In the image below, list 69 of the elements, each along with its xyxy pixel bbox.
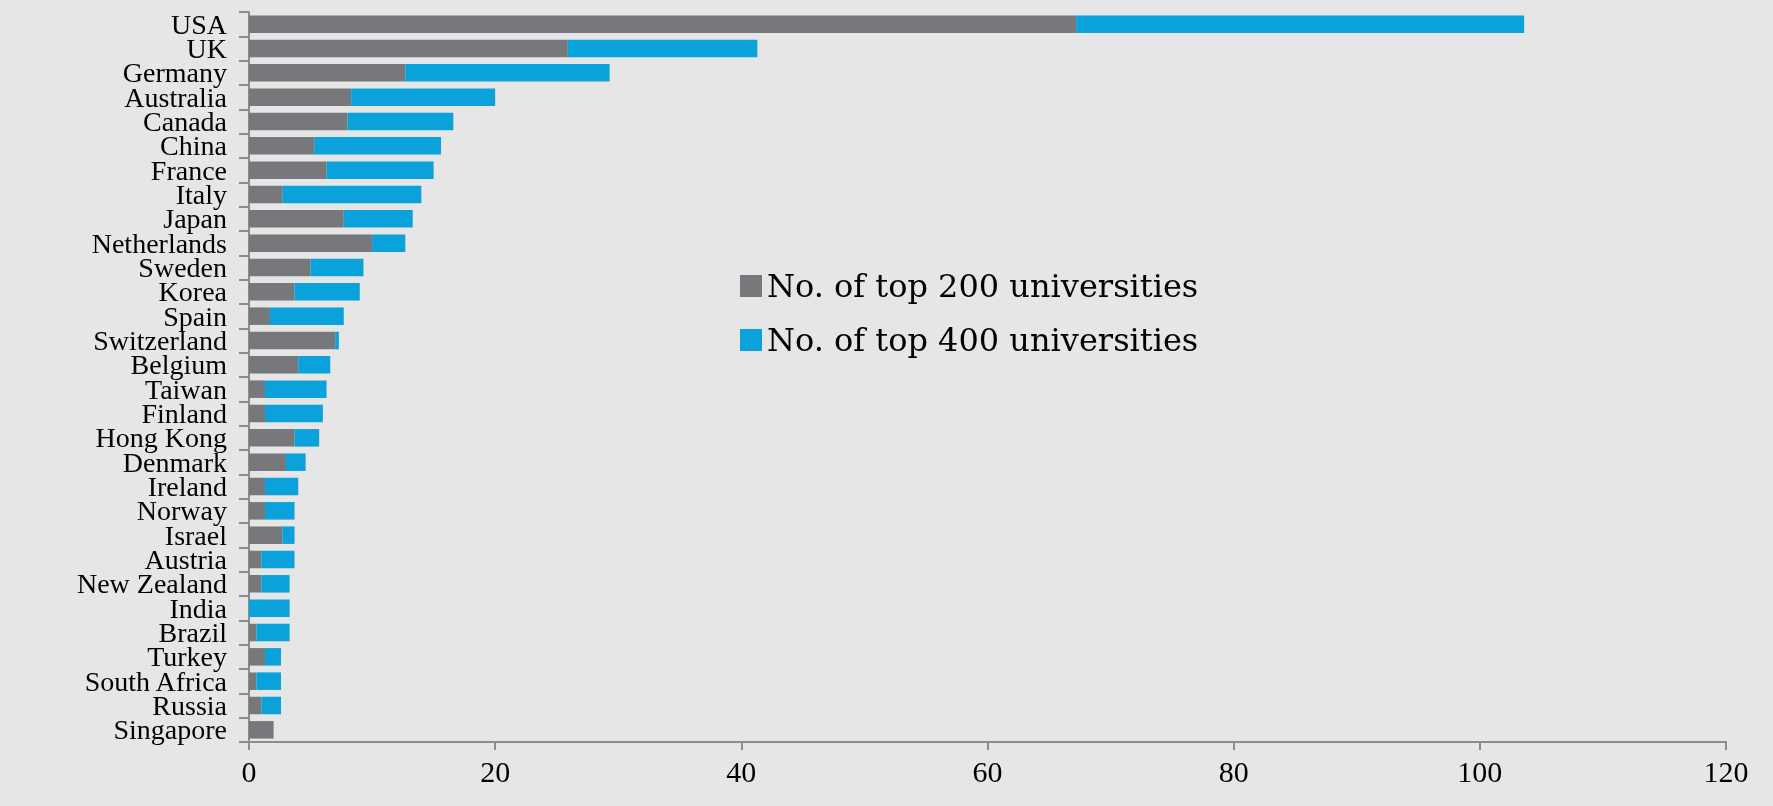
- bar: [335, 331, 339, 350]
- y-tick-label: Finland: [141, 398, 227, 429]
- bar: [249, 599, 290, 617]
- bar: [294, 429, 320, 447]
- bar: [249, 623, 257, 642]
- bar: [298, 356, 331, 374]
- bar: [282, 185, 422, 204]
- bar: [249, 672, 257, 690]
- y-tick-label: Ireland: [147, 471, 227, 502]
- bar: [314, 137, 442, 155]
- bar: [249, 258, 311, 277]
- bar: [249, 380, 265, 398]
- bar: [249, 15, 1077, 33]
- bar: [567, 39, 758, 58]
- bar: [249, 307, 270, 325]
- bar: [249, 648, 265, 666]
- bar: [294, 283, 360, 301]
- x-tick-label: 20: [480, 754, 511, 788]
- bar: [249, 526, 283, 544]
- bar: [261, 575, 290, 593]
- bar: [249, 696, 262, 715]
- bar: [347, 112, 454, 131]
- bar: [265, 380, 327, 398]
- bar: [249, 477, 265, 496]
- x-tick-label: 60: [972, 754, 1003, 788]
- bar: [249, 137, 315, 155]
- bar: [249, 283, 295, 301]
- bar: [261, 550, 295, 569]
- bar: [249, 575, 262, 593]
- bar: [249, 404, 265, 423]
- bar: [249, 39, 568, 58]
- legend-label: No. of top 400 universities: [767, 321, 1199, 359]
- bar: [351, 88, 496, 106]
- bar: [261, 696, 281, 715]
- bar: [1076, 15, 1525, 33]
- bar: [256, 672, 281, 690]
- legend-label: No. of top 200 universities: [767, 267, 1199, 305]
- bar: [249, 210, 344, 228]
- bar: [249, 88, 352, 106]
- bar: [249, 234, 373, 252]
- x-tick-label: 100: [1457, 754, 1503, 788]
- bar: [405, 64, 610, 82]
- bar: [265, 502, 295, 520]
- bar: [249, 502, 265, 520]
- bar: [310, 258, 364, 277]
- bar: [285, 453, 306, 471]
- bar: [249, 453, 286, 471]
- bar: [249, 550, 262, 569]
- bar: [249, 721, 274, 739]
- bar: [326, 161, 434, 179]
- bar: [282, 526, 295, 544]
- bar: [249, 356, 299, 374]
- bar: [269, 307, 344, 325]
- bar: [249, 331, 336, 350]
- bar: [343, 210, 413, 228]
- x-tick-label: 80: [1218, 754, 1249, 788]
- bar: [249, 64, 406, 82]
- bar: [265, 404, 323, 423]
- x-tick-label: 120: [1703, 754, 1749, 788]
- bar: [249, 112, 348, 131]
- bar: [265, 477, 299, 496]
- bar: [265, 648, 281, 666]
- bar: [249, 185, 283, 204]
- x-tick-label: 0: [241, 754, 257, 788]
- bar: [249, 161, 327, 179]
- bar: [256, 623, 290, 642]
- x-tick-label: 40: [726, 754, 757, 788]
- bar: [249, 429, 295, 447]
- bar: [372, 234, 406, 252]
